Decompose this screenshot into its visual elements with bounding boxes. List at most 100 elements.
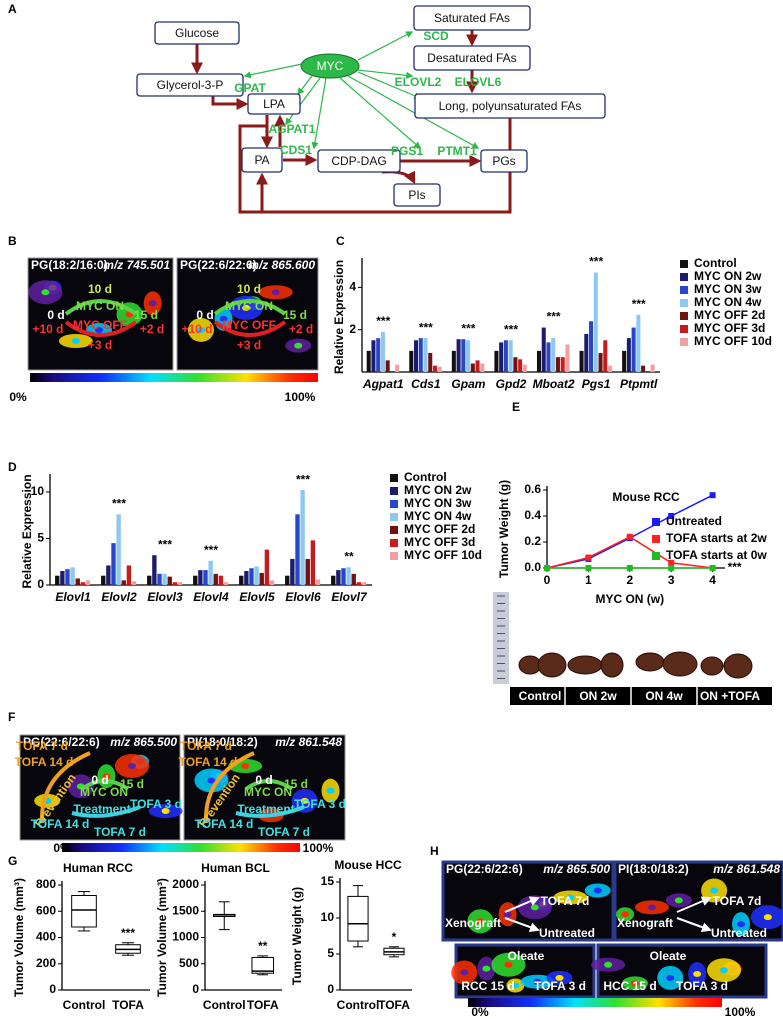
bar bbox=[346, 567, 351, 585]
bar bbox=[518, 359, 523, 372]
y-tick-label: 1500 bbox=[172, 903, 199, 917]
legend-label: MYC ON 2w bbox=[404, 483, 472, 497]
colorbar bbox=[30, 373, 318, 382]
mz-label: m/z 865.500 bbox=[110, 735, 177, 749]
image-label: TOFA 7 d bbox=[94, 825, 146, 839]
x-tick-label: Elovl7 bbox=[331, 590, 368, 604]
tumor bbox=[700, 656, 724, 676]
tumor bbox=[600, 652, 624, 678]
photo-label: Control bbox=[519, 689, 562, 703]
bar bbox=[546, 342, 551, 372]
tissue-core bbox=[503, 911, 512, 918]
tissue-core bbox=[102, 773, 111, 780]
x-tick-label: Control bbox=[63, 998, 106, 1012]
lipid-label: PG(22:6/22:6) bbox=[180, 258, 257, 272]
legend-label: MYC ON 3w bbox=[404, 496, 472, 510]
image-label: TOFA 14 d bbox=[31, 817, 90, 831]
bar bbox=[456, 339, 461, 372]
tissue-core bbox=[148, 300, 157, 307]
bar bbox=[70, 567, 75, 585]
y-tick-label: 0 bbox=[192, 982, 199, 996]
image-label: TOFA 3 d bbox=[534, 979, 586, 993]
photo-label-bar bbox=[510, 687, 772, 705]
legend-label: MYC ON 3w bbox=[694, 282, 762, 296]
bar bbox=[223, 582, 229, 585]
image-label: 15 d bbox=[120, 777, 144, 791]
legend-swatch bbox=[390, 526, 398, 534]
tissue-core bbox=[196, 326, 205, 333]
node-label: Desaturated FAs bbox=[427, 51, 516, 65]
enzyme-label: AGPAT1 bbox=[269, 122, 316, 136]
significance: ** bbox=[258, 939, 268, 953]
pathway-node bbox=[413, 5, 531, 31]
photo-label: ON 2w bbox=[579, 689, 617, 703]
significance: *** bbox=[296, 472, 310, 486]
image-label: MYC OFF bbox=[222, 318, 276, 332]
pathway-node bbox=[480, 149, 528, 173]
bar bbox=[305, 558, 310, 585]
image-label: TOFA 7 d bbox=[16, 739, 68, 753]
cycle-arrow bbox=[203, 751, 255, 824]
bar bbox=[494, 350, 499, 372]
enzyme-label: GPAT bbox=[234, 81, 266, 95]
bar bbox=[579, 350, 584, 372]
tissue-core bbox=[241, 763, 250, 769]
legend-label: MYC OFF 2d bbox=[694, 308, 765, 322]
tissue-core bbox=[720, 967, 728, 974]
legend-swatch bbox=[390, 513, 398, 521]
bar bbox=[584, 333, 589, 372]
image-label: RCC 15 d bbox=[461, 979, 514, 993]
legend-label: Untreated bbox=[666, 514, 722, 528]
legend-label: Control bbox=[404, 470, 447, 484]
x-tick-label: Elovl1 bbox=[55, 590, 91, 604]
enzyme-label: ELOVL2 bbox=[395, 75, 442, 89]
image-label: TOFA 7d bbox=[541, 894, 590, 908]
cycle-arrow bbox=[39, 751, 91, 824]
bar bbox=[213, 573, 218, 585]
legend-swatch bbox=[680, 338, 688, 346]
colorbar bbox=[62, 843, 300, 852]
colorbar-label: 0% bbox=[9, 390, 27, 404]
pathway-arrows bbox=[191, 30, 512, 214]
pathway-node bbox=[413, 45, 531, 71]
ruler bbox=[493, 592, 509, 684]
y-tick-label: 500 bbox=[179, 956, 199, 970]
node-label: Glycerol-3-P bbox=[157, 78, 224, 92]
image-label: Treatment bbox=[73, 802, 130, 816]
image-label: 0 d bbox=[255, 773, 272, 787]
bar bbox=[380, 331, 385, 372]
bar bbox=[111, 543, 116, 585]
image-label: +2 d bbox=[289, 322, 313, 336]
image-label: 15 d bbox=[284, 777, 308, 791]
image-label: HCC 15 d bbox=[603, 979, 656, 993]
significance: ** bbox=[344, 549, 354, 563]
x-tick-label: 2 bbox=[626, 573, 633, 587]
bar bbox=[239, 575, 244, 585]
bar bbox=[131, 581, 137, 585]
tumor bbox=[537, 652, 567, 678]
legend-swatch bbox=[652, 518, 660, 526]
arrow bbox=[676, 896, 712, 913]
x-tick-label: Ptpmtl bbox=[620, 377, 658, 391]
node-label: Long, polyunsaturated FAs bbox=[439, 99, 582, 113]
myc-node bbox=[300, 53, 360, 79]
cycle-arrow bbox=[64, 320, 138, 337]
bar bbox=[437, 366, 442, 372]
enzyme-label: PTMT1 bbox=[437, 144, 477, 158]
bar bbox=[565, 344, 570, 372]
significance: *** bbox=[376, 314, 390, 328]
tissue-core bbox=[207, 777, 216, 784]
image-label: TOFA 7 d bbox=[258, 825, 310, 839]
chart-title: Mouse RCC bbox=[612, 490, 680, 504]
bar bbox=[310, 540, 316, 585]
tissue-core bbox=[630, 980, 639, 987]
bar bbox=[331, 575, 336, 585]
legend-swatch bbox=[680, 286, 688, 294]
significance: *** bbox=[461, 321, 475, 335]
cycle-arrow bbox=[244, 779, 294, 791]
x-tick-label: 4 bbox=[709, 573, 716, 587]
bar bbox=[269, 580, 275, 585]
point bbox=[709, 565, 716, 571]
image-label: MYC ON bbox=[76, 299, 124, 313]
legend-label: MYC OFF 3d bbox=[694, 321, 765, 335]
